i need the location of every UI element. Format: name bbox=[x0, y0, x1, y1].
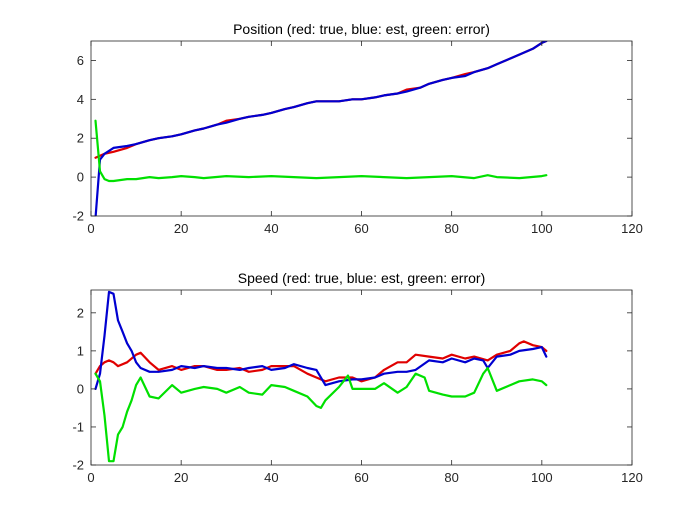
est-series bbox=[94, 290, 548, 390]
y-tick-label: 6 bbox=[77, 53, 84, 68]
error-series bbox=[94, 366, 548, 463]
y-tick-label: -2 bbox=[72, 458, 84, 473]
x-tick-label: 0 bbox=[87, 470, 94, 485]
x-tick-label: 80 bbox=[444, 221, 458, 236]
est-series bbox=[94, 41, 548, 216]
x-tick-label: 100 bbox=[531, 470, 553, 485]
x-tick-label: 120 bbox=[621, 470, 643, 485]
x-tick-label: 60 bbox=[354, 470, 368, 485]
true-series bbox=[94, 340, 548, 383]
x-tick-label: 80 bbox=[444, 470, 458, 485]
y-tick-label: 2 bbox=[77, 305, 84, 320]
position-plot: Position (red: true, blue: est, green: e… bbox=[72, 21, 642, 236]
x-tick-label: 20 bbox=[174, 470, 188, 485]
speed-plot: Speed (red: true, blue: est, green: erro… bbox=[72, 270, 642, 485]
x-tick-label: 0 bbox=[87, 221, 94, 236]
y-tick-label: 0 bbox=[77, 170, 84, 185]
y-tick-label: 2 bbox=[77, 131, 84, 146]
x-tick-label: 100 bbox=[531, 221, 553, 236]
y-tick-label: 4 bbox=[77, 92, 84, 107]
y-tick-label: 1 bbox=[77, 343, 84, 358]
chart-title: Speed (red: true, blue: est, green: erro… bbox=[238, 270, 485, 286]
series-group bbox=[94, 41, 548, 216]
x-tick-label: 40 bbox=[264, 221, 278, 236]
y-tick-label: -1 bbox=[72, 419, 84, 434]
x-tick-label: 120 bbox=[621, 221, 643, 236]
y-tick-label: 0 bbox=[77, 381, 84, 396]
series-group bbox=[94, 290, 548, 463]
x-tick-label: 20 bbox=[174, 221, 188, 236]
x-tick-label: 60 bbox=[354, 221, 368, 236]
chart-title: Position (red: true, blue: est, green: e… bbox=[233, 21, 490, 37]
error-series bbox=[94, 119, 548, 183]
y-tick-label: -2 bbox=[72, 209, 84, 224]
x-tick-label: 40 bbox=[264, 470, 278, 485]
